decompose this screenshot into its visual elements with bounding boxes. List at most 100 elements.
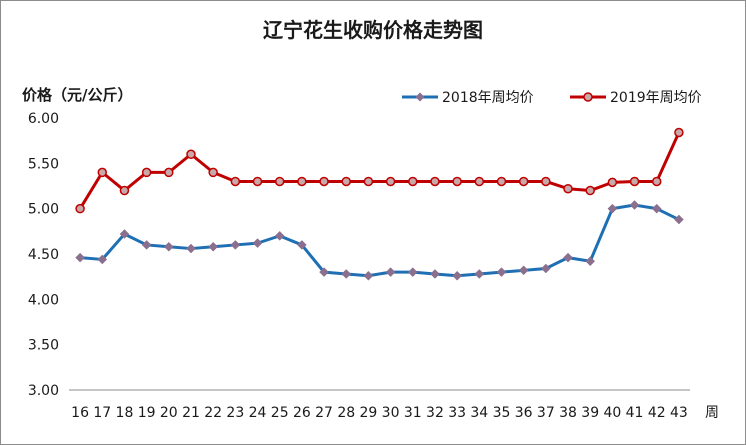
x-tick-label: 29 — [359, 405, 377, 421]
data-point — [341, 176, 351, 187]
data-point — [563, 252, 573, 263]
legend-label: 2018年周均价 — [442, 90, 534, 106]
data-point — [452, 176, 462, 187]
data-point — [651, 176, 662, 187]
data-point — [297, 240, 307, 250]
data-point — [474, 176, 485, 187]
x-tick-label: 20 — [160, 405, 178, 421]
data-point — [186, 243, 196, 254]
data-point — [518, 265, 529, 276]
legend-swatch-marker — [583, 92, 593, 102]
data-point — [230, 240, 241, 250]
data-point — [430, 176, 440, 187]
x-tick-label: 22 — [204, 405, 222, 421]
x-tick-label: 26 — [293, 405, 311, 421]
data-point — [541, 176, 551, 187]
series-layer — [75, 127, 684, 281]
data-point — [607, 203, 618, 214]
data-point — [474, 269, 485, 279]
data-point — [363, 176, 374, 187]
x-tick-label: 18 — [116, 405, 134, 421]
data-point — [186, 149, 196, 160]
x-tick-label: 40 — [603, 405, 621, 421]
data-point — [496, 176, 507, 187]
data-point — [274, 231, 285, 241]
data-point — [540, 263, 551, 274]
x-tick-label: 36 — [515, 405, 533, 421]
x-tick-label: 42 — [648, 405, 666, 421]
y-tick-label: 4.00 — [28, 292, 59, 308]
data-point — [496, 267, 507, 277]
data-point — [252, 238, 263, 248]
data-point — [75, 203, 85, 214]
x-tick-labels: 16 17 18 19 20 21 22 23 24 25 26 27 28 29 30 31 32 33 34 35… — [71, 405, 688, 421]
y-tick-label: 3.00 — [28, 383, 59, 399]
x-tick-label: 16 — [71, 405, 89, 421]
x-tick-label: 37 — [537, 405, 555, 421]
x-tick-label: 31 — [404, 405, 422, 421]
y-tick-label: 5.00 — [28, 202, 59, 218]
x-tick-label: 28 — [337, 405, 355, 421]
data-point — [97, 167, 108, 178]
data-point — [674, 127, 684, 138]
data-point — [119, 229, 130, 239]
x-tick-label: 33 — [448, 405, 466, 421]
legend: 2018年周均价 2019年周均价 — [402, 90, 702, 106]
y-tick-labels: 6.00 5.50 5.00 4.50 4.00 3.50 3.00 — [28, 111, 59, 399]
x-tick-label: 41 — [626, 405, 644, 421]
series-line — [79, 203, 680, 278]
series-line — [78, 131, 681, 210]
x-tick-label: 23 — [226, 405, 244, 421]
x-tick-label: 30 — [382, 405, 400, 421]
data-point — [341, 269, 352, 279]
x-tick-label: 17 — [93, 405, 111, 421]
series-2 — [75, 127, 684, 214]
data-point — [563, 183, 573, 194]
x-tick-label: 19 — [138, 405, 156, 421]
x-tick-label: 34 — [470, 405, 488, 421]
data-point — [141, 167, 152, 178]
data-point — [141, 240, 152, 250]
data-point — [407, 267, 418, 277]
data-point — [208, 241, 219, 252]
x-tick-label: 35 — [493, 405, 511, 421]
data-point — [75, 252, 85, 263]
data-point — [252, 176, 263, 187]
x-tick-label: 24 — [249, 405, 267, 421]
x-tick-label: 21 — [182, 405, 200, 421]
x-tick-label: 25 — [271, 405, 289, 421]
legend-swatch-marker — [415, 92, 425, 102]
chart-title: 辽宁花生收购价格走势图 — [263, 18, 483, 42]
data-point — [585, 185, 595, 196]
legend-item: 2019年周均价 — [570, 90, 702, 106]
data-point — [319, 176, 329, 187]
data-point — [163, 241, 174, 252]
y-tick-label: 5.50 — [28, 156, 59, 172]
data-point — [607, 177, 618, 188]
data-point — [230, 176, 241, 187]
x-tick-label: 27 — [315, 405, 333, 421]
y-tick-label: 4.50 — [28, 247, 59, 263]
data-point — [651, 203, 662, 214]
data-point — [385, 267, 396, 277]
data-point — [363, 270, 374, 281]
data-point — [274, 176, 285, 187]
series-1 — [75, 200, 684, 281]
legend-item: 2018年周均价 — [402, 90, 534, 106]
data-point — [452, 270, 462, 281]
x-tick-label: 43 — [670, 405, 688, 421]
data-point — [518, 176, 529, 187]
data-point — [319, 267, 329, 277]
x-tick-label: 38 — [559, 405, 577, 421]
x-tick-label: 32 — [426, 405, 444, 421]
data-point — [385, 176, 396, 187]
y-tick-label: 6.00 — [28, 111, 59, 127]
x-tick-label: 39 — [581, 405, 599, 421]
y-tick-label: 3.50 — [28, 338, 59, 354]
data-point — [208, 167, 218, 178]
x-axis-label: 周 — [705, 405, 719, 421]
data-point — [297, 176, 307, 187]
data-point — [629, 200, 640, 210]
data-point — [430, 269, 440, 279]
